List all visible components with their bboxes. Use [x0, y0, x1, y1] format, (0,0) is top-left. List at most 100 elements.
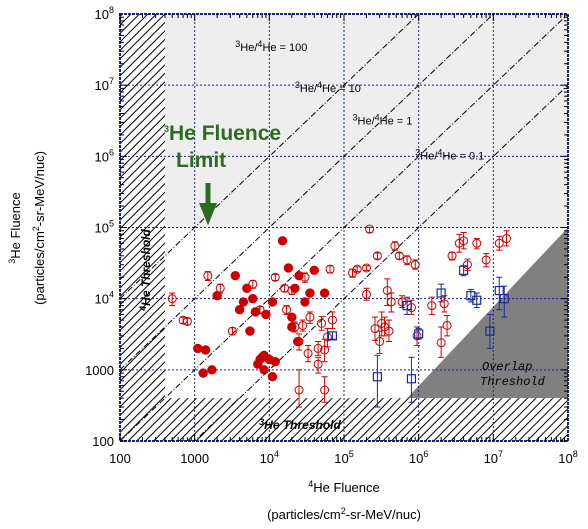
data-point-open-circle: [459, 236, 469, 246]
data-point-open-circle: [439, 299, 449, 309]
data-point-filled: [238, 297, 249, 307]
ratio-label-rest: He = 1: [380, 116, 413, 128]
data-point-open-square: [402, 300, 412, 311]
data-point-filled: [267, 372, 278, 382]
y-tick-base: 10: [95, 221, 109, 236]
data-series-group: [167, 224, 511, 408]
overlap-label-line1: Overlap: [482, 360, 532, 374]
x-tick-label: 107: [484, 449, 503, 466]
data-point-open-circle: [313, 359, 323, 369]
data-point-open-circle: [317, 318, 327, 328]
data-point-open-circle: [348, 268, 358, 278]
data-point-open-circle: [365, 224, 375, 234]
data-point-filled: [309, 265, 319, 276]
data-point-open-square: [499, 294, 509, 304]
ratio-label-den: 4: [437, 148, 442, 158]
y-tick-exp: 7: [109, 76, 114, 86]
data-point-open-square: [414, 329, 424, 339]
data-point-open-circle: [372, 251, 382, 261]
ratio-line-group: [120, 14, 568, 441]
overlap-label-line2: Threshold: [480, 375, 546, 389]
data-point-open-square: [485, 326, 495, 336]
ratio-label: 3He/4He = 0.1: [415, 148, 484, 163]
ratio-label-text: He/: [240, 42, 258, 54]
data-point-filled: [250, 307, 261, 317]
ratio-label-rest: He = 10: [322, 83, 361, 95]
data-point-filled: [234, 304, 245, 315]
ratio-label-rest: He = 0.1: [442, 151, 484, 163]
y-tick-exp: 4: [109, 290, 114, 300]
data-point-open-circle: [313, 343, 323, 353]
y-tick-exp: 8: [109, 5, 114, 15]
x-tick-base: 10: [409, 451, 423, 466]
data-point-open-circle: [481, 255, 491, 265]
y-tick-base: 1000: [85, 363, 114, 378]
data-point-open-circle: [182, 316, 192, 326]
data-point-open-circle: [447, 251, 457, 261]
data-point-filled: [267, 297, 278, 307]
data-point-filled: [283, 263, 294, 273]
x-tick-exp: 6: [423, 449, 428, 459]
data-point-filled: [319, 288, 330, 298]
data-point-filled: [248, 293, 258, 304]
y-tick-base: 100: [92, 434, 114, 449]
axes: 100 1000 104 105 106 107 108100100010410510610…: [85, 5, 578, 466]
y-tick-base: 10: [95, 149, 109, 164]
x-tick-label: 108: [558, 449, 577, 466]
he4-threshold-label: 4He Threshold: [138, 228, 153, 311]
data-point-open-square: [406, 374, 417, 384]
data-point-open-circle: [322, 332, 332, 342]
x-tick-label: 104: [260, 449, 279, 466]
y-tick-label: 108: [95, 5, 114, 22]
ratio-label: 3He/4He = 1: [353, 113, 413, 128]
data-point-open-square: [436, 288, 446, 298]
data-point-open-circle: [294, 385, 304, 395]
he3-threshold-label: 3He Threshold: [259, 417, 341, 432]
y-tick-base: 10: [95, 292, 109, 307]
x-tick-exp: 7: [498, 449, 503, 459]
ratio-label-num: 3: [353, 113, 358, 123]
data-point-open-circle: [300, 272, 310, 282]
y-tick-base: 10: [95, 78, 109, 93]
x-axis-units: (particles/cm2-sr-MeV/nuc): [267, 506, 421, 522]
ratio-label-num: 3: [295, 80, 300, 90]
x-tick-exp: 4: [274, 449, 279, 459]
ratio-line: [193, 84, 568, 441]
x-axis-title: 4He Fluence: [308, 479, 380, 495]
ratio-label-text: He/: [358, 116, 376, 128]
data-point-filled: [230, 271, 240, 281]
ratio-label-num: 3: [415, 148, 420, 158]
overlap-threshold-region: [407, 227, 568, 399]
data-point-open-circle: [427, 301, 437, 311]
data-point-open-circle: [325, 264, 335, 274]
data-point-open-circle: [384, 326, 394, 336]
y-tick-label: 107: [95, 76, 114, 93]
data-point-open-circle: [203, 271, 213, 281]
y-tick-base: 10: [95, 7, 109, 22]
data-point-open-circle: [327, 315, 337, 325]
y-tick-label: 106: [95, 147, 114, 164]
data-point-filled: [277, 236, 288, 246]
x-tick-label: 105: [334, 449, 353, 466]
data-point-open-circle: [494, 238, 504, 248]
data-point-open-circle: [303, 348, 313, 358]
data-point-open-circle: [390, 241, 400, 251]
data-point-filled: [300, 297, 310, 307]
data-point-open-circle: [394, 251, 404, 261]
data-point-open-circle: [287, 286, 297, 296]
limit-sup: 3: [164, 124, 169, 134]
data-point-filled: [198, 368, 208, 378]
x-tick-label: 100: [109, 451, 131, 466]
data-point-open-circle: [472, 238, 482, 248]
data-point-open-circle: [167, 294, 177, 304]
ratio-label-num: 3: [235, 39, 240, 49]
he3-threshold-sup: 3: [259, 417, 264, 427]
data-point-open-circle: [442, 320, 452, 330]
data-point-filled: [193, 343, 203, 354]
limit-text-1: He Fluence: [169, 122, 281, 145]
data-point-open-circle: [305, 312, 315, 322]
ratio-label: 3He/4He = 100: [235, 39, 307, 54]
data-point-open-circle: [294, 337, 304, 347]
limit-arrow-head: [199, 203, 217, 226]
x-tick-base: 100: [109, 451, 131, 466]
